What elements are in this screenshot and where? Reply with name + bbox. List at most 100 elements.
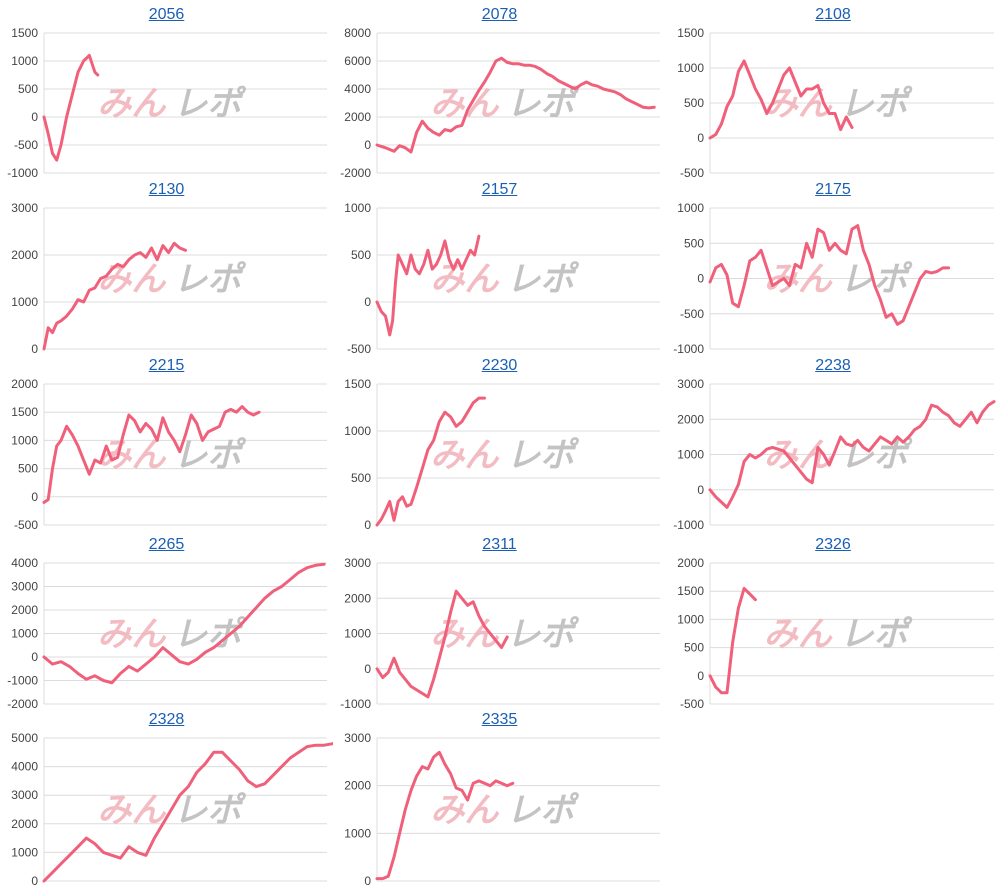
series-line — [375, 750, 515, 881]
y-tick-label: -1000 — [340, 697, 371, 708]
series-line — [375, 234, 481, 337]
y-tick-label: 500 — [351, 471, 371, 485]
y-tick-label: 3000 — [677, 379, 704, 391]
watermark-text-pink: みん — [97, 791, 166, 831]
series-line — [375, 589, 509, 699]
chart-title-link[interactable]: 2335 — [481, 711, 518, 728]
line-chart-2311: -1000 0 1000 2000 3000 みん レポ — [340, 558, 660, 708]
watermark-text-pink: みん — [97, 260, 166, 300]
watermark-logo: みん レポ — [97, 436, 246, 476]
series-line — [708, 586, 757, 695]
chart-panel-2328: 2328 0 1000 2000 3000 4000 5000 みん レポ — [0, 707, 333, 885]
y-tick-label: 3000 — [11, 580, 38, 594]
watermark-text-gray: レポ — [506, 260, 579, 300]
line-chart-2230: 0 500 1000 1500 みん レポ — [344, 379, 660, 529]
chart-title-link[interactable]: 2230 — [481, 357, 518, 374]
chart-title-link[interactable]: 2157 — [481, 181, 518, 198]
series-line — [708, 400, 996, 509]
chart-panel-2108: 2108 -500 0 500 1000 1500 みん レポ — [666, 2, 1000, 177]
y-tick-label: 1500 — [677, 28, 704, 40]
chart-panel-2326: 2326 -500 0 500 1000 1500 2000 みん レポ — [666, 532, 1000, 708]
chart-panel-2056: 2056 -1000 -500 0 500 1000 1500 みん レポ — [0, 2, 333, 177]
y-tick-label: 0 — [31, 650, 38, 664]
chart-panel-2157: 2157 -500 0 500 1000 みん レポ — [333, 177, 666, 353]
chart-title-link[interactable]: 2328 — [148, 711, 185, 728]
y-tick-label: 2000 — [344, 591, 371, 605]
y-tick-label: -500 — [680, 697, 704, 708]
y-tick-label: -1000 — [673, 518, 704, 529]
chart-title-link[interactable]: 2078 — [481, 6, 518, 23]
y-tick-label: 0 — [364, 874, 371, 885]
chart-panel-2238: 2238 -1000 0 1000 2000 3000 みん レポ — [666, 353, 1000, 529]
y-tick-label: -1000 — [7, 674, 38, 688]
chart-title-link[interactable]: 2215 — [148, 357, 185, 374]
y-tick-label: 0 — [31, 342, 38, 353]
watermark-text-pink: みん — [430, 436, 499, 476]
y-tick-label: 0 — [31, 490, 38, 504]
y-tick-label: 1000 — [11, 54, 38, 68]
chart-title-link[interactable]: 2238 — [815, 357, 851, 374]
y-tick-label: 3000 — [11, 203, 38, 215]
series-line — [708, 59, 854, 140]
y-tick-label: 2000 — [344, 779, 371, 793]
watermark-text-gray: レポ — [506, 436, 579, 476]
chart-panel-2335: 2335 0 1000 2000 3000 みん レポ — [333, 707, 666, 885]
y-tick-label: 500 — [18, 82, 38, 96]
y-tick-label: 1000 — [344, 424, 371, 438]
y-tick-label: 1000 — [677, 612, 704, 626]
watermark-logo: みん レポ — [764, 615, 913, 655]
watermark-text-gray: レポ — [840, 84, 913, 124]
chart-title-link[interactable]: 2056 — [148, 6, 185, 23]
y-tick-label: 0 — [697, 483, 704, 497]
y-tick-label: 1000 — [344, 203, 371, 215]
watermark-text-pink: みん — [97, 84, 166, 124]
watermark-logo: みん レポ — [430, 260, 579, 300]
watermark-logo: みん レポ — [430, 84, 579, 124]
chart-title-link[interactable]: 2108 — [815, 6, 851, 23]
watermark-text-pink: みん — [97, 436, 166, 476]
watermark-logo: みん レポ — [764, 84, 913, 124]
y-tick-label: 1000 — [11, 627, 38, 641]
line-chart-2265: -2000 -1000 0 1000 2000 3000 4000 みん レポ — [7, 558, 327, 708]
y-tick-label: 1000 — [677, 448, 704, 462]
y-tick-label: 500 — [18, 462, 38, 476]
line-chart-2130: 0 1000 2000 3000 みん レポ — [11, 203, 327, 353]
y-tick-label: -500 — [680, 307, 704, 321]
y-tick-label: 1500 — [11, 405, 38, 419]
y-tick-label: 4000 — [11, 558, 38, 570]
watermark-text-gray: レポ — [173, 84, 246, 124]
y-tick-label: -2000 — [340, 166, 371, 177]
y-tick-label: 1500 — [677, 584, 704, 598]
line-chart-2056: -1000 -500 0 500 1000 1500 みん レポ — [7, 28, 327, 177]
y-tick-label: -500 — [14, 518, 38, 529]
line-chart-2175: -1000 -500 0 500 1000 みん レポ — [673, 203, 994, 353]
y-tick-label: 500 — [684, 96, 704, 110]
chart-title-link[interactable]: 2326 — [815, 536, 851, 553]
y-tick-label: 1000 — [677, 61, 704, 75]
watermark-logo: みん レポ — [430, 436, 579, 476]
y-tick-label: 0 — [697, 669, 704, 683]
line-chart-2335: 0 1000 2000 3000 みん レポ — [344, 733, 660, 885]
y-tick-label: 0 — [697, 272, 704, 286]
watermark-text-gray: レポ — [506, 791, 579, 831]
watermark-text-gray: レポ — [173, 615, 246, 655]
chart-title-link[interactable]: 2265 — [148, 536, 185, 553]
line-chart-2215: -500 0 500 1000 1500 2000 みん レポ — [11, 379, 327, 529]
y-tick-label: 2000 — [344, 110, 371, 124]
chart-panel-2078: 2078 -2000 0 2000 4000 6000 8000 みん レポ — [333, 2, 666, 177]
y-tick-label: 2000 — [11, 248, 38, 262]
chart-title-link[interactable]: 2130 — [148, 181, 185, 198]
watermark-text-pink: みん — [97, 615, 166, 655]
y-tick-label: 0 — [697, 131, 704, 145]
chart-panel-2311: 2311 -1000 0 1000 2000 3000 みん レポ — [333, 532, 666, 708]
y-tick-label: 8000 — [344, 28, 371, 40]
watermark-logo: みん レポ — [97, 260, 246, 300]
y-tick-label: 1000 — [11, 845, 38, 859]
chart-title-link[interactable]: 2311 — [482, 536, 517, 553]
y-tick-label: 1500 — [344, 379, 371, 391]
series-line — [42, 405, 261, 504]
chart-title-link[interactable]: 2175 — [815, 181, 851, 198]
watermark-text-pink: みん — [764, 615, 833, 655]
y-tick-label: 3000 — [344, 733, 371, 745]
